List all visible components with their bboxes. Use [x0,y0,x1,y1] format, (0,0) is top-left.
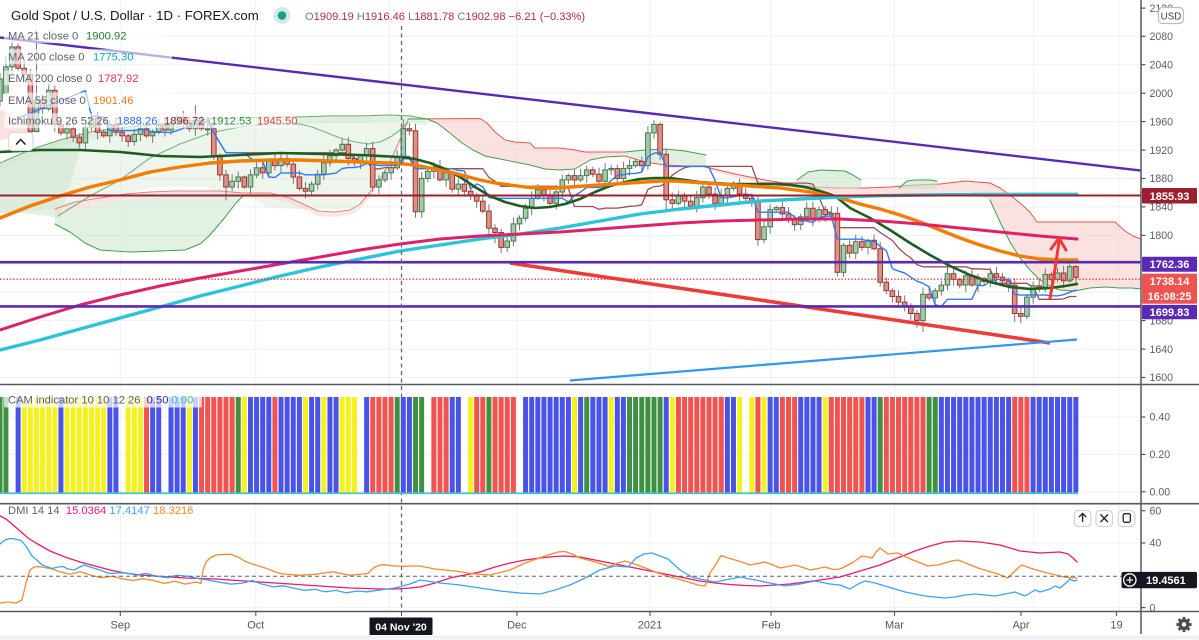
svg-text:DMI 14 14 15.0364 17.4147 18.: DMI 14 14 15.0364 17.4147 18.3216 [8,505,193,517]
svg-text:Gold Spot / U.S. Dollar · 1D ·: Gold Spot / U.S. Dollar · 1D · FOREX.com [11,8,259,23]
svg-text:CAM indicator 10 10 12 26 0.5: CAM indicator 10 10 12 26 0.50 0.00 [8,395,193,407]
svg-text:1888.26: 1888.26 [117,116,157,128]
svg-text:1900.92: 1900.92 [86,31,126,43]
svg-text:0.00: 0.00 [1150,487,1171,499]
svg-text:O1909.19 H1916.46 L1881.78 C19: O1909.19 H1916.46 L1881.78 C1902.98 −6.2… [305,11,585,23]
svg-text:1699.83: 1699.83 [1150,307,1190,319]
svg-text:60: 60 [1150,505,1162,517]
svg-text:0: 0 [1150,602,1156,614]
svg-text:1600: 1600 [1150,372,1174,384]
svg-text:Feb: Feb [762,620,781,632]
svg-text:1762.36: 1762.36 [1150,259,1190,271]
svg-text:EMA 55 close 0: EMA 55 close 0 [8,95,86,107]
svg-text:0.20: 0.20 [1150,449,1171,461]
svg-text:MA 200 close 0: MA 200 close 0 [8,52,85,64]
svg-text:1787.92: 1787.92 [98,73,138,85]
svg-text:Dec: Dec [507,620,527,632]
svg-text:1945.50: 1945.50 [257,116,297,128]
svg-text:1960: 1960 [1150,116,1174,128]
svg-text:16:08:25: 16:08:25 [1147,291,1191,303]
svg-text:1800: 1800 [1150,230,1174,242]
svg-text:1901.46: 1901.46 [93,95,133,107]
svg-text:Oct: Oct [247,620,264,632]
svg-text:2021: 2021 [638,620,662,632]
svg-text:2080: 2080 [1150,31,1174,43]
svg-text:MA 21 close 0: MA 21 close 0 [8,31,78,43]
svg-text:1896.72: 1896.72 [164,116,204,128]
svg-text:1840: 1840 [1150,202,1174,214]
svg-text:Apr: Apr [1012,620,1029,632]
svg-text:1855.93: 1855.93 [1150,191,1190,203]
svg-text:1920: 1920 [1150,145,1174,157]
svg-text:1775.30: 1775.30 [93,52,133,64]
svg-text:USD: USD [1161,11,1182,22]
svg-text:40: 40 [1150,538,1162,550]
svg-text:2040: 2040 [1150,59,1174,71]
svg-text:Ichimoku 9 26 52 26: Ichimoku 9 26 52 26 [8,116,109,128]
svg-text:Sep: Sep [111,620,131,632]
svg-text:19: 19 [1110,620,1122,632]
svg-text:Mar: Mar [885,620,904,632]
svg-text:04 Nov '20: 04 Nov '20 [375,622,427,634]
svg-text:2000: 2000 [1150,88,1174,100]
svg-text:1912.53: 1912.53 [211,116,251,128]
svg-text:1640: 1640 [1150,344,1174,356]
svg-text:1880: 1880 [1150,173,1174,185]
svg-text:1738.14: 1738.14 [1150,276,1191,288]
svg-text:0.40: 0.40 [1150,412,1171,424]
svg-text:EMA 200 close 0: EMA 200 close 0 [8,73,92,85]
svg-text:19.4561: 19.4561 [1146,575,1186,587]
